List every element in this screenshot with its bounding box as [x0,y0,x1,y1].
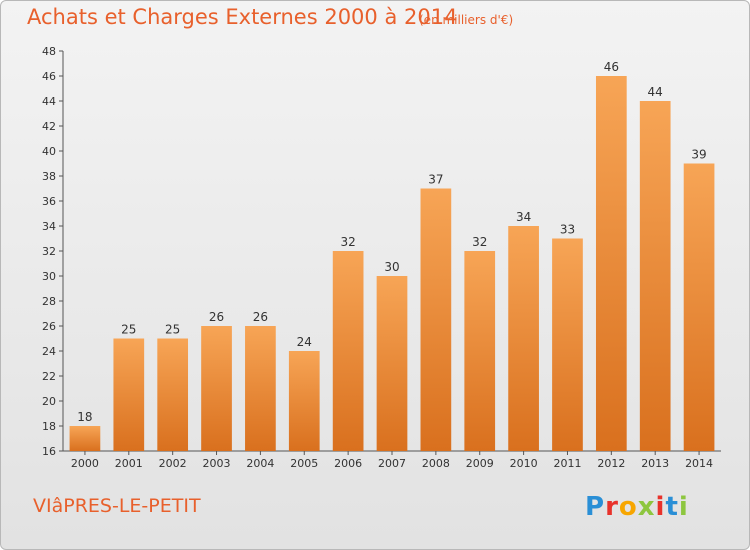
data-label: 33 [560,223,575,237]
x-tick-label: 2002 [159,457,187,470]
y-tick-label: 30 [42,270,56,283]
x-tick-label: 2001 [115,457,143,470]
y-tick-label: 20 [42,395,56,408]
data-label: 26 [253,310,268,324]
x-tick-label: 2000 [71,457,99,470]
bar [552,238,583,451]
data-label: 46 [604,60,619,74]
bar [683,163,715,451]
bar [157,338,189,451]
x-tick-label: 2004 [246,457,274,470]
y-tick-label: 18 [42,420,56,433]
data-label: 25 [121,323,136,337]
x-tick-label: 2010 [510,457,538,470]
data-label: 32 [472,235,487,249]
logo-letter: t [665,492,679,522]
chart-subtitle: (en milliers d'€) [419,13,514,27]
data-label: 32 [340,235,355,249]
data-label: 37 [428,173,443,187]
x-tick-label: 2005 [290,457,318,470]
y-tick-label: 32 [42,245,56,258]
data-label: 26 [209,310,224,324]
y-tick-label: 40 [42,145,56,158]
y-tick-label: 16 [42,445,56,458]
bar [420,188,452,451]
bar [113,338,145,451]
data-label: 30 [384,260,399,274]
bar [245,326,276,451]
logo-letter: P [585,492,606,522]
bar [464,251,496,451]
logo-letter: i [655,492,666,522]
x-tick-label: 2014 [685,457,713,470]
bar [332,251,364,451]
x-tick-label: 2007 [378,457,406,470]
x-tick-label: 2009 [466,457,494,470]
chart-title: Achats et Charges Externes 2000 à 2014 [27,5,458,29]
data-label: 44 [648,85,663,99]
data-label: 25 [165,323,180,337]
logo-letter: o [618,492,638,522]
logo-letter: i [678,492,689,522]
data-label: 18 [77,410,92,424]
data-label: 39 [691,148,706,162]
data-label: 24 [297,335,312,349]
x-tick-label: 2006 [334,457,362,470]
y-tick-label: 26 [42,320,56,333]
y-tick-label: 22 [42,370,56,383]
y-tick-label: 42 [42,120,56,133]
y-tick-label: 36 [42,195,56,208]
data-label: 34 [516,210,531,224]
y-tick-label: 44 [42,95,56,108]
bar [288,351,320,451]
proxiti-logo[interactable]: Proxiti [585,492,689,522]
x-tick-label: 2008 [422,457,450,470]
bar [201,326,232,451]
bar [595,76,627,451]
x-tick-label: 2012 [597,457,625,470]
y-tick-label: 48 [42,45,56,58]
bar [639,101,671,451]
y-tick-label: 38 [42,170,56,183]
bar [69,426,101,451]
bar [508,226,539,451]
x-tick-label: 2013 [641,457,669,470]
y-tick-label: 46 [42,70,56,83]
logo-letter: x [637,492,656,522]
y-tick-label: 28 [42,295,56,308]
commune-name: VIâPRES-LE-PETIT [33,495,201,517]
y-tick-label: 24 [42,345,56,358]
x-tick-label: 2011 [553,457,581,470]
y-tick-label: 34 [42,220,56,233]
bar [376,276,408,451]
x-tick-label: 2003 [203,457,231,470]
logo-letter: r [605,492,619,522]
